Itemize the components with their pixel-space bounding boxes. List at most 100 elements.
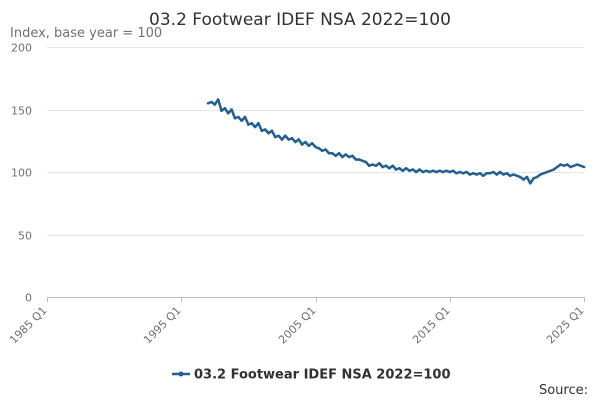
data-point bbox=[354, 158, 358, 161]
y-tick-label: 100 bbox=[11, 167, 32, 180]
data-point bbox=[341, 155, 344, 159]
data-point bbox=[381, 165, 384, 169]
data-point bbox=[441, 170, 445, 174]
data-point bbox=[498, 170, 502, 174]
data-point bbox=[505, 171, 509, 175]
data-point bbox=[371, 163, 374, 166]
data-point bbox=[502, 173, 505, 176]
data-point bbox=[545, 170, 549, 174]
data-point bbox=[411, 168, 415, 171]
data-point bbox=[475, 173, 478, 176]
x-tick-label: 1985 Q1 bbox=[7, 304, 50, 347]
data-point bbox=[324, 148, 327, 151]
data-point bbox=[320, 149, 324, 153]
data-point bbox=[230, 108, 233, 111]
y-axis-ticks: 0 50 100 150 200 bbox=[11, 42, 32, 305]
data-point bbox=[250, 121, 254, 125]
data-point bbox=[314, 145, 317, 149]
data-point bbox=[421, 170, 425, 174]
y-tick-label: 200 bbox=[11, 42, 32, 55]
data-point bbox=[478, 171, 482, 175]
data-point bbox=[539, 173, 542, 176]
data-point bbox=[408, 169, 411, 173]
data-point bbox=[482, 174, 485, 178]
data-point bbox=[247, 123, 250, 126]
data-point bbox=[240, 119, 243, 123]
data-point bbox=[294, 140, 297, 144]
data-point bbox=[398, 166, 401, 170]
x-tick-label: 2025 Q1 bbox=[544, 304, 587, 347]
data-point bbox=[394, 168, 398, 171]
legend[interactable]: 03.2 Footwear IDEF NSA 2022=100 bbox=[172, 368, 451, 383]
data-point bbox=[257, 121, 260, 125]
data-point bbox=[260, 129, 264, 133]
data-point bbox=[512, 173, 515, 176]
data-point bbox=[448, 170, 452, 174]
data-point bbox=[562, 164, 566, 168]
data-point bbox=[575, 163, 579, 166]
data-point bbox=[263, 128, 267, 131]
data-point bbox=[243, 115, 247, 119]
data-point bbox=[572, 164, 576, 168]
data-point bbox=[559, 163, 562, 166]
x-tick-label: 2005 Q1 bbox=[276, 304, 319, 347]
data-point bbox=[461, 171, 465, 175]
data-point bbox=[445, 169, 448, 173]
data-point bbox=[213, 103, 217, 106]
gridlines bbox=[47, 47, 584, 236]
data-point bbox=[428, 170, 431, 174]
data-point bbox=[492, 170, 495, 174]
data-point bbox=[404, 166, 408, 170]
x-tick-label: 2015 Q1 bbox=[410, 304, 453, 347]
data-point bbox=[535, 175, 539, 179]
data-point bbox=[565, 163, 569, 166]
legend-swatch-marker bbox=[178, 371, 184, 377]
data-point bbox=[351, 154, 354, 158]
data-point bbox=[401, 169, 405, 173]
data-point bbox=[226, 111, 230, 115]
data-point bbox=[347, 155, 351, 159]
data-point bbox=[267, 131, 270, 135]
data-point bbox=[253, 125, 257, 129]
data-point bbox=[334, 154, 337, 158]
data-point bbox=[237, 115, 240, 119]
series-group bbox=[206, 98, 586, 185]
data-point bbox=[220, 109, 223, 113]
data-point bbox=[465, 170, 468, 174]
data-point bbox=[555, 165, 559, 169]
data-point bbox=[357, 158, 361, 161]
data-point bbox=[485, 171, 488, 175]
source-label: Source: bbox=[539, 383, 588, 398]
data-point bbox=[330, 151, 334, 155]
data-point bbox=[451, 169, 455, 173]
legend-label: 03.2 Footwear IDEF NSA 2022=100 bbox=[194, 368, 451, 383]
data-point bbox=[277, 134, 280, 138]
data-point bbox=[458, 170, 462, 174]
data-point bbox=[414, 170, 418, 174]
data-point bbox=[216, 98, 220, 101]
data-point bbox=[532, 176, 535, 180]
data-point bbox=[367, 164, 371, 168]
data-point bbox=[344, 153, 348, 156]
data-point bbox=[377, 161, 381, 165]
data-point bbox=[337, 151, 341, 155]
data-point bbox=[304, 140, 307, 144]
data-point bbox=[287, 138, 290, 141]
data-point bbox=[270, 129, 274, 133]
data-point bbox=[471, 171, 475, 175]
data-point bbox=[223, 106, 227, 110]
data-point bbox=[290, 136, 294, 140]
data-point bbox=[206, 101, 210, 105]
data-point bbox=[579, 164, 582, 168]
data-point bbox=[518, 175, 522, 179]
data-point bbox=[210, 100, 213, 104]
data-point bbox=[327, 151, 331, 155]
data-point bbox=[549, 169, 552, 173]
y-tick-label: 0 bbox=[25, 292, 32, 305]
y-axis-label: Index, base year = 100 bbox=[10, 26, 162, 41]
data-point bbox=[495, 173, 499, 176]
data-point bbox=[455, 171, 458, 175]
y-tick-label: 150 bbox=[11, 105, 32, 118]
data-point bbox=[391, 164, 394, 168]
